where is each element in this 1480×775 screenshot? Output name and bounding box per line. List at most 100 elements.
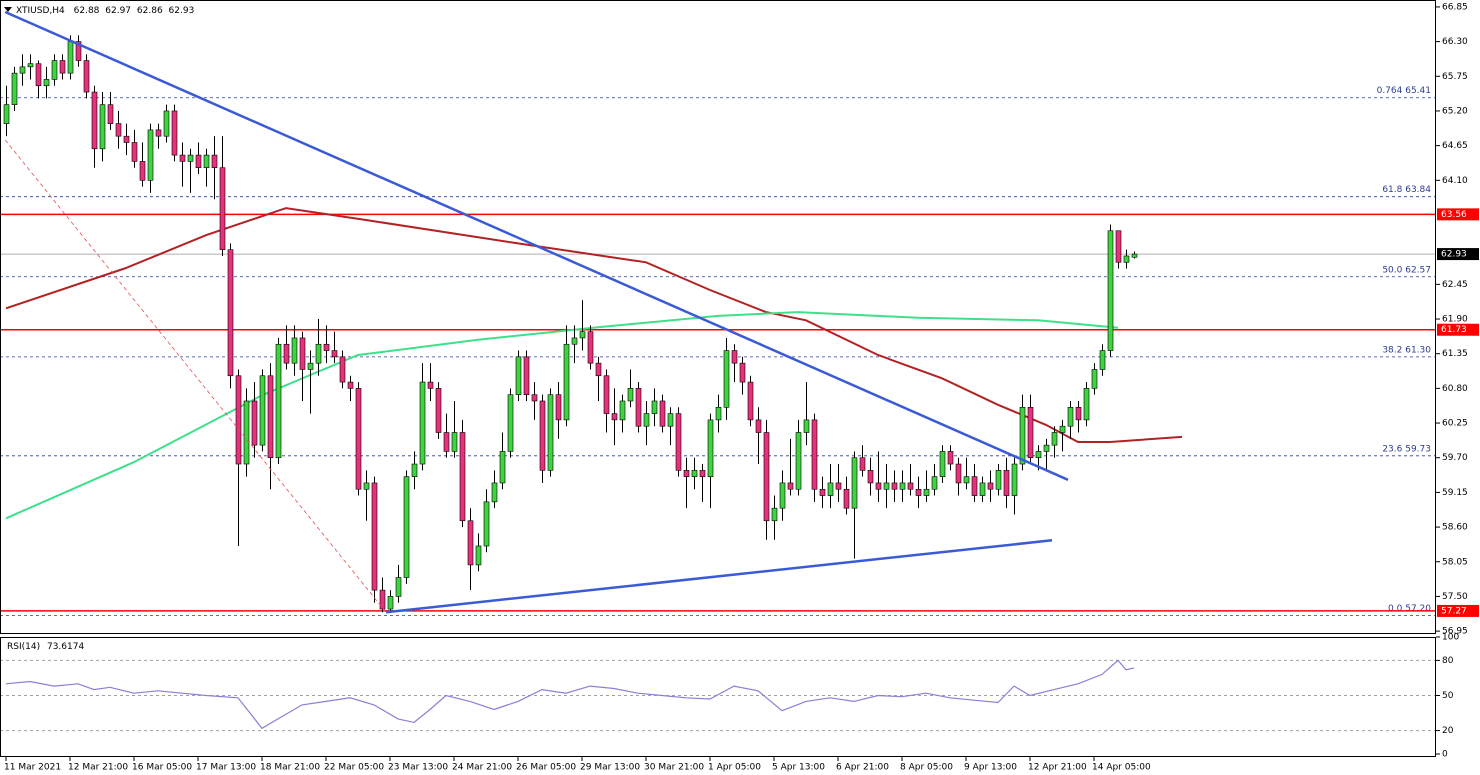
fib-label: 0.764 65.41 [1377,86,1431,96]
moving-average [5,207,1183,443]
candle-body [747,381,754,421]
candle-body [1075,406,1082,421]
moving-average [5,311,1119,520]
candle-body [1107,230,1114,351]
candle-body [67,41,74,74]
candle-body [123,135,130,143]
candle-body [571,337,578,345]
candle-body [411,463,418,477]
candle-body [235,375,242,465]
candle-body [523,356,530,395]
candle-body [1051,432,1058,446]
candle-body [1019,406,1026,465]
candle-body [163,110,170,137]
candle-body [1059,425,1066,433]
candle-body [3,104,10,124]
candle-body [387,596,394,610]
candle-body [299,337,306,370]
candle-body [1099,350,1106,370]
candle-body [619,400,626,421]
candle-body [243,400,250,465]
high: 62.97 [105,6,131,16]
candle-body [147,129,154,181]
candle-body [35,63,42,87]
candle-body [355,388,362,490]
candle-body [171,110,178,156]
rsi-line [5,659,1135,730]
candle-body [707,419,714,477]
candle-body [155,129,162,137]
y-tick-label: 60.80 [1442,384,1468,394]
candle-body [555,394,562,421]
candle-body [43,79,50,87]
candle-body [211,154,218,169]
candle-body [403,476,410,578]
trendline [4,10,1069,481]
candle-body [1027,406,1034,459]
candle-body [443,432,450,452]
candle-body [459,432,466,522]
rsi-tick-label: 80 [1442,656,1454,666]
x-tick-label: 1 Apr 05:00 [708,763,761,773]
candle-body [275,343,282,459]
candle-body [507,394,514,452]
rsi-panel [0,659,1435,732]
candle-body [187,154,194,162]
candle-body [683,470,690,477]
candle-body [675,413,682,471]
y-tick-label: 56.95 [1442,627,1468,637]
candle-body [699,470,706,477]
candle-body [995,470,1002,490]
x-tick-label: 30 Mar 21:00 [644,763,704,773]
y-tick-label: 59.70 [1442,453,1468,463]
candle-body [427,381,434,389]
candle-body [219,167,226,250]
candle-body [115,123,122,137]
candle-body [987,482,994,490]
fib-label: 0.0 57.20 [1388,604,1431,614]
candle-body [531,394,538,402]
y-tick-label: 65.20 [1442,106,1468,116]
y-tick-label: 64.10 [1442,176,1468,186]
x-tick-label: 12 Apr 21:00 [1028,763,1087,773]
candle-body [315,343,322,364]
x-tick-label: 6 Apr 21:00 [836,763,889,773]
y-tick-label: 58.60 [1442,523,1468,533]
candle-body [667,413,674,427]
candle-body [1115,230,1122,263]
close: 62.93 [169,6,195,16]
candle-body [483,501,490,547]
candle-body [339,356,346,383]
candle-body [1131,253,1138,258]
candle-body [1003,470,1010,496]
x-tick-label: 22 Mar 05:00 [324,763,384,773]
y-tick-label: 59.15 [1442,488,1468,498]
level-tag [1437,208,1479,221]
fib-label: 23.6 59.73 [1382,444,1431,454]
candle-body [579,331,586,339]
x-tick-label: 5 Apr 13:00 [772,763,825,773]
candle-body [1035,451,1042,459]
candle-body [307,362,314,370]
candle-body [923,488,930,496]
candle-body [755,419,762,433]
trendline [4,139,387,613]
candle-body [83,60,90,93]
candle-body [723,350,730,408]
y-tick-label: 58.05 [1442,557,1468,567]
rsi-last: 73.6174 [47,642,84,652]
x-tick-label: 14 Apr 05:00 [1092,763,1151,773]
candle-body [971,476,978,496]
rsi-tick-label: 0 [1442,750,1448,760]
candle-body [899,482,906,490]
candle-body [819,488,826,496]
candle-body [251,400,258,446]
candle-body [139,161,146,181]
candle-body [259,375,266,446]
y-tick-label: 66.85 [1442,2,1468,12]
chart-header: XTIUSD,H4 62.88 62.97 62.86 62.93 [16,6,194,16]
last-price-label: 62.93 [1441,250,1467,260]
x-tick-label: 8 Apr 05:00 [900,763,953,773]
level-tag [1437,604,1479,617]
